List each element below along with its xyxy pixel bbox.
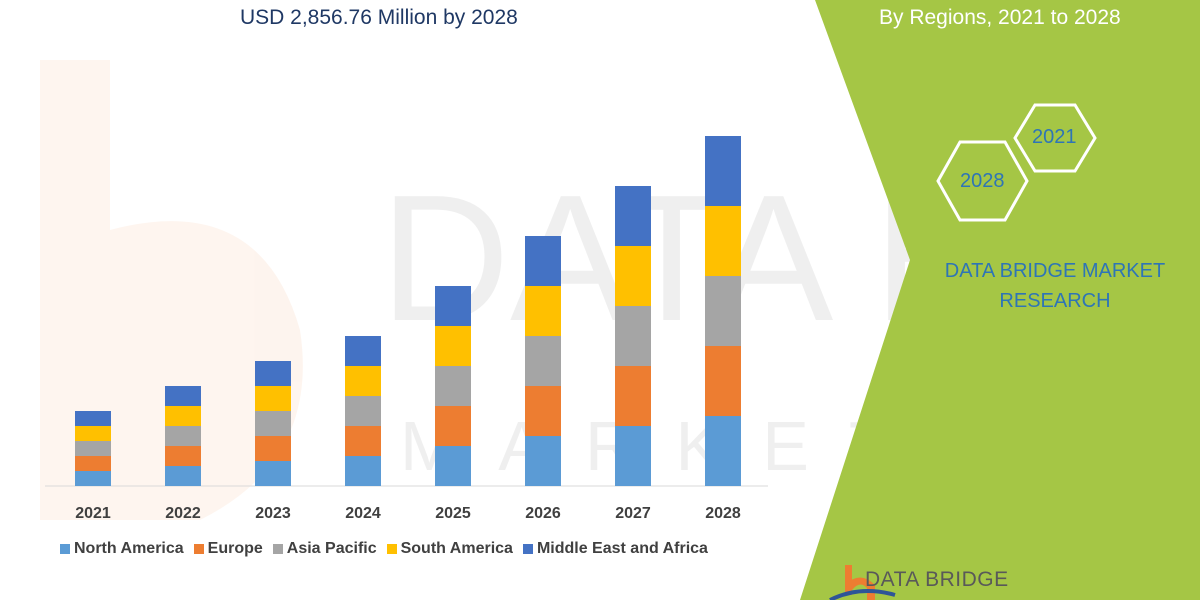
legend-swatch	[60, 544, 70, 554]
bar-segment-2025-middle-east-and-africa	[435, 286, 471, 326]
bar-segment-2026-asia-pacific	[525, 336, 561, 386]
legend-label: North America	[74, 540, 184, 557]
brand-line-2: RESEARCH	[999, 290, 1111, 312]
footer-logo-icon	[829, 565, 896, 600]
bar-segment-2023-asia-pacific	[255, 411, 291, 436]
bar-segment-2024-asia-pacific	[345, 396, 381, 426]
legend-item: North America	[60, 540, 184, 558]
bar-segment-2024-south-america	[345, 366, 381, 396]
legend-label: Asia Pacific	[286, 540, 377, 557]
bar-segment-2025-south-america	[435, 326, 471, 366]
bar-segment-2023-middle-east-and-africa	[255, 361, 291, 386]
x-tick-label: 2027	[615, 505, 651, 522]
bars-group	[75, 136, 741, 486]
legend-swatch	[272, 544, 283, 554]
bar-segment-2024-middle-east-and-africa	[345, 336, 381, 366]
bar-segment-2022-north-america	[165, 466, 201, 486]
bar-segment-2025-asia-pacific	[435, 366, 471, 406]
bar-segment-2027-north-america	[615, 426, 651, 486]
x-tick-label: 2024	[345, 505, 381, 522]
footer-logo-text: DATA BRIDGE	[865, 568, 1009, 591]
legend-label: Middle East and Africa	[536, 540, 708, 557]
hexagon-2021	[1013, 103, 1097, 173]
bar-segment-2026-north-america	[525, 436, 561, 486]
bar-segment-2022-middle-east-and-africa	[165, 386, 201, 406]
brand-text: DATA BRIDGE MARKET RESEARCH	[915, 256, 1195, 316]
bar-segment-2022-europe	[165, 446, 201, 466]
legend-swatch	[522, 544, 533, 554]
bar-segment-2028-europe	[705, 346, 741, 416]
bar-segment-2024-north-america	[345, 456, 381, 486]
bar-segment-2021-middle-east-and-africa	[75, 411, 111, 426]
bar-segment-2023-europe	[255, 436, 291, 461]
bar-segment-2027-south-america	[615, 246, 651, 306]
bar-segment-2021-north-america	[75, 471, 111, 486]
green-panel	[800, 0, 1200, 600]
bar-segment-2027-middle-east-and-africa	[615, 186, 651, 246]
hexagon-2028	[936, 140, 1029, 222]
bar-segment-2026-europe	[525, 386, 561, 436]
bar-segment-2024-europe	[345, 426, 381, 456]
x-tick-label: 2022	[165, 505, 201, 522]
bar-segment-2027-asia-pacific	[615, 306, 651, 366]
legend-item: Europe	[193, 540, 263, 558]
x-tick-label: 2021	[75, 505, 111, 522]
bar-segment-2026-south-america	[525, 286, 561, 336]
x-tick-label: 2028	[705, 505, 741, 522]
hex-year-2028: 2028	[960, 170, 1005, 192]
legend-item: South America	[386, 540, 513, 558]
legend-swatch	[386, 544, 397, 554]
bar-segment-2022-asia-pacific	[165, 426, 201, 446]
bar-segment-2028-north-america	[705, 416, 741, 486]
legend-swatch	[193, 544, 204, 554]
bar-segment-2023-north-america	[255, 461, 291, 486]
bar-segment-2028-asia-pacific	[705, 276, 741, 346]
bar-segment-2023-south-america	[255, 386, 291, 411]
legend-item: Asia Pacific	[272, 540, 377, 558]
legend-label: South America	[400, 540, 513, 557]
chart-subtitle: USD 2,856.76 Million by 2028	[240, 6, 518, 29]
bar-segment-2025-europe	[435, 406, 471, 446]
bar-segment-2021-asia-pacific	[75, 441, 111, 456]
bar-segment-2028-south-america	[705, 206, 741, 276]
bar-segment-2025-north-america	[435, 446, 471, 486]
legend-label: Europe	[207, 540, 263, 557]
bar-segment-2022-south-america	[165, 406, 201, 426]
bar-segment-2021-south-america	[75, 426, 111, 441]
bar-segment-2021-europe	[75, 456, 111, 471]
bar-segment-2027-europe	[615, 366, 651, 426]
bar-segment-2026-middle-east-and-africa	[525, 236, 561, 286]
x-tick-label: 2025	[435, 505, 471, 522]
brand-line-1: DATA BRIDGE MARKET	[944, 260, 1166, 282]
legend: North America Europe Asia Pacific South Ame…	[60, 540, 708, 558]
hex-year-2021: 2021	[1032, 126, 1077, 148]
panel-title: By Regions, 2021 to 2028	[879, 6, 1121, 29]
x-tick-label: 2026	[525, 505, 561, 522]
x-tick-label: 2023	[255, 505, 291, 522]
bar-segment-2028-middle-east-and-africa	[705, 136, 741, 206]
x-tick-labels: 2021 2022 2023 2024 2025 2026 2027 2028	[75, 505, 741, 522]
legend-item: Middle East and Africa	[522, 540, 708, 558]
